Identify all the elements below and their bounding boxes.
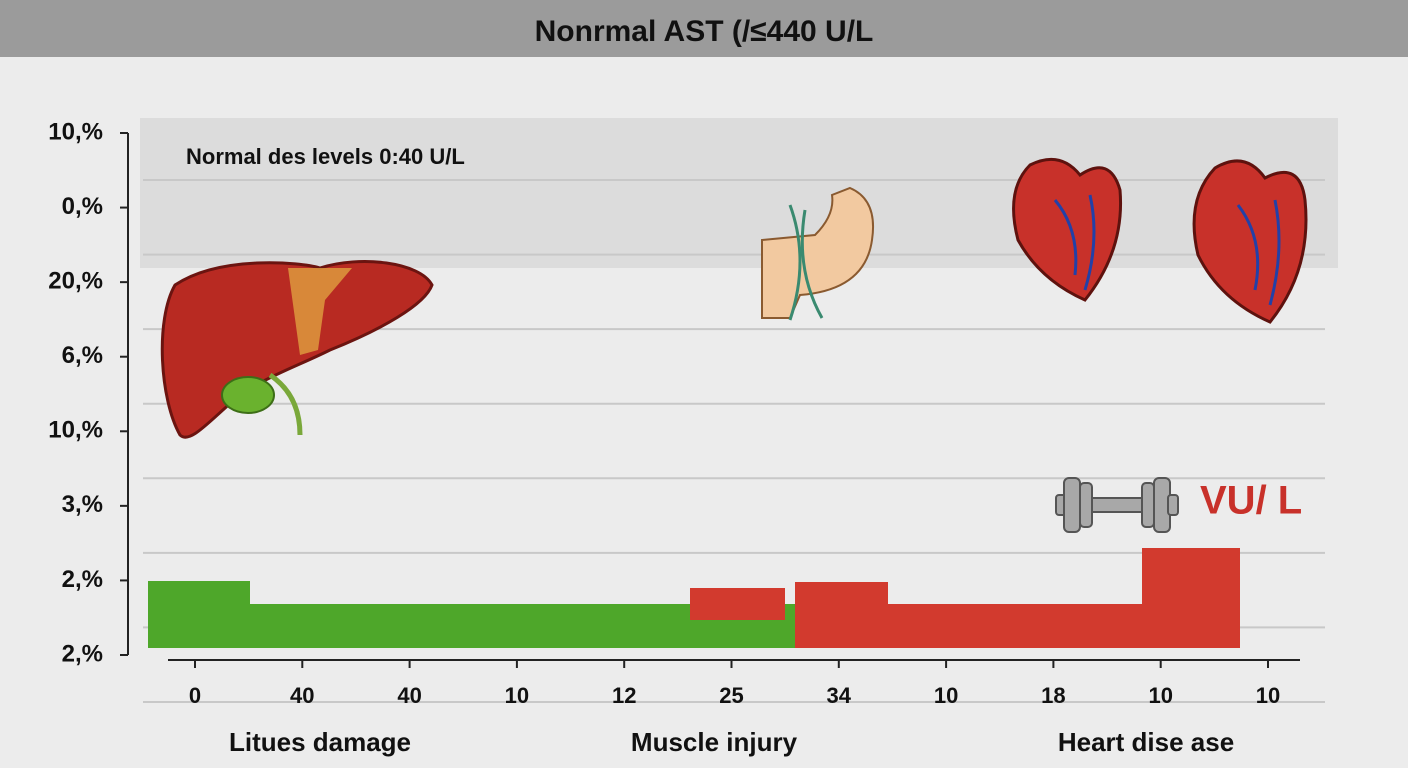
y-tick-label: 3,% — [62, 491, 103, 518]
x-tick-label: 40 — [290, 683, 314, 708]
group-label: Heart dise ase — [1058, 727, 1234, 757]
heart-icon — [1192, 159, 1308, 324]
x-tick-label: 10 — [1148, 683, 1172, 708]
x-tick-label: 0 — [189, 683, 201, 708]
y-tick-label: 2,% — [62, 640, 103, 667]
x-tick-label: 10 — [934, 683, 958, 708]
title: Nonrmal AST (/≤440 U/L — [535, 15, 874, 48]
y-tick-label: 6,% — [62, 342, 103, 369]
header-bar — [0, 0, 1408, 57]
x-tick-label: 34 — [827, 683, 852, 708]
bar — [795, 582, 888, 648]
heart-icon — [1012, 157, 1123, 302]
bar — [148, 581, 250, 648]
y-tick-label: 10,% — [48, 118, 103, 145]
bar — [690, 588, 785, 620]
unit-label: VU/ L — [1200, 479, 1302, 523]
muscle-icon — [761, 186, 874, 321]
liver-icon — [160, 260, 434, 439]
x-tick-label: 10 — [505, 683, 529, 708]
normal-band — [140, 118, 1338, 268]
y-tick-label: 0,% — [62, 193, 103, 220]
note: Normal des levels 0:40 U/L — [186, 144, 465, 169]
group-label: Litues damage — [229, 727, 411, 757]
group-label: Muscle injury — [631, 727, 798, 757]
x-tick-label: 10 — [1256, 683, 1280, 708]
y-tick-label: 2,% — [62, 566, 103, 593]
x-tick-label: 25 — [719, 683, 743, 708]
dumbbell-icon — [1055, 477, 1179, 533]
y-tick-label: 20,% — [48, 267, 103, 294]
bar — [1142, 548, 1240, 648]
y-tick-label: 10,% — [48, 417, 103, 444]
x-tick-label: 40 — [397, 683, 421, 708]
bar — [888, 604, 1142, 648]
x-tick-label: 12 — [612, 683, 636, 708]
bars — [148, 548, 1240, 648]
x-tick-label: 18 — [1041, 683, 1065, 708]
